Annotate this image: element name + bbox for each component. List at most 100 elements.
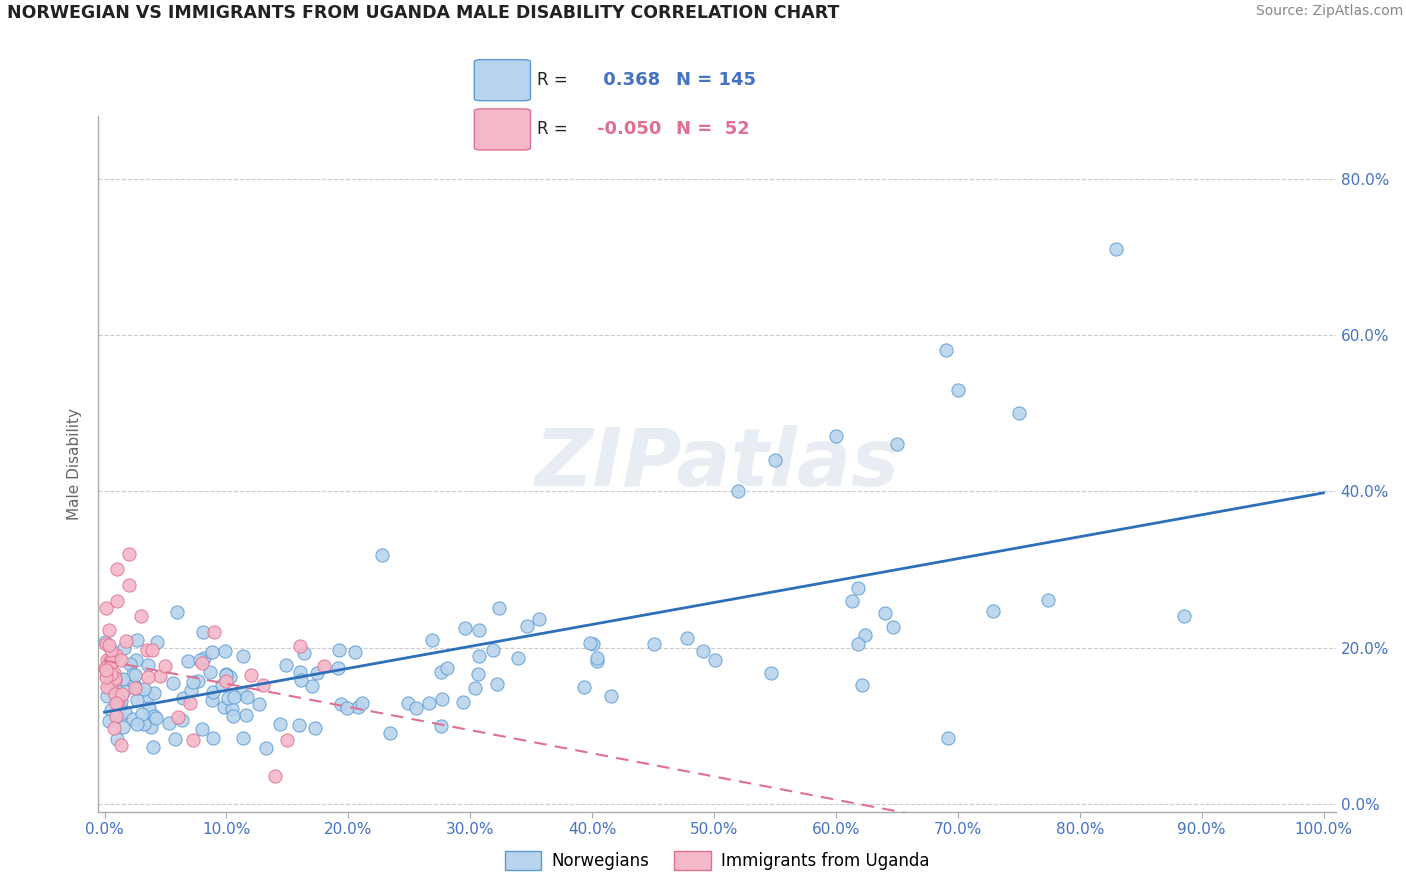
Point — [527, 612, 550, 626]
Point — [346, 699, 368, 714]
Point — [136, 690, 159, 704]
Point — [124, 681, 146, 695]
Point — [124, 668, 146, 682]
Text: R =: R = — [537, 71, 568, 89]
Point — [104, 678, 127, 692]
Point — [370, 548, 392, 562]
Point — [191, 723, 214, 737]
Point — [380, 726, 402, 740]
Point — [103, 721, 125, 735]
Point — [882, 620, 904, 634]
Point — [1105, 242, 1128, 256]
Point — [94, 634, 117, 648]
Point — [288, 640, 311, 654]
Point — [488, 601, 510, 615]
Point — [122, 666, 145, 681]
Point — [232, 648, 254, 663]
Text: R =: R = — [537, 120, 568, 138]
Point — [201, 693, 224, 707]
Point — [252, 678, 274, 692]
Point — [100, 671, 122, 685]
FancyBboxPatch shape — [474, 109, 530, 150]
Point — [288, 717, 311, 731]
Point — [96, 680, 118, 694]
Point — [1008, 406, 1031, 420]
Point — [98, 679, 121, 693]
Point — [873, 606, 896, 620]
Point — [93, 661, 115, 675]
Point — [453, 695, 475, 709]
Point — [155, 658, 177, 673]
Point — [105, 708, 128, 723]
Point — [142, 686, 165, 700]
Point — [215, 673, 238, 688]
Point — [430, 719, 453, 733]
Point — [136, 643, 159, 657]
Point — [214, 666, 236, 681]
Point — [118, 578, 141, 592]
Point — [846, 637, 869, 651]
Point — [239, 668, 262, 682]
Point — [212, 699, 235, 714]
Point — [231, 685, 253, 699]
Point — [232, 731, 254, 746]
Point — [482, 642, 505, 657]
Point — [467, 667, 489, 681]
Point — [468, 624, 491, 638]
Point — [454, 621, 477, 635]
Point — [676, 631, 699, 645]
Point — [112, 720, 135, 734]
Point — [396, 696, 419, 710]
Point — [301, 679, 323, 693]
Point — [94, 636, 117, 650]
Point — [187, 673, 209, 688]
Point — [221, 702, 243, 716]
Point — [436, 660, 458, 674]
Point — [420, 632, 443, 647]
Point — [138, 713, 160, 727]
Point — [162, 675, 184, 690]
Point — [125, 653, 148, 667]
Point — [129, 609, 152, 624]
Point — [125, 633, 148, 648]
Point — [330, 697, 353, 711]
Point — [97, 714, 120, 728]
Point — [125, 681, 148, 695]
Point — [727, 484, 749, 499]
Point — [97, 656, 120, 670]
Point — [292, 647, 315, 661]
Point — [188, 653, 211, 667]
Point — [692, 644, 714, 658]
Point — [96, 653, 118, 667]
Point — [183, 675, 205, 690]
Point — [134, 717, 156, 731]
Point — [114, 705, 136, 719]
Y-axis label: Male Disability: Male Disability — [67, 408, 83, 520]
Point — [247, 697, 270, 711]
Point — [485, 677, 508, 691]
Point — [177, 654, 200, 668]
Point — [110, 687, 132, 701]
Point — [104, 648, 127, 662]
Point — [172, 690, 194, 705]
Point — [97, 623, 120, 637]
Point — [110, 673, 132, 688]
Point — [165, 732, 187, 747]
Point — [103, 666, 125, 681]
Point — [108, 708, 131, 723]
Point — [100, 653, 122, 667]
Point — [467, 648, 489, 663]
Point — [191, 657, 214, 671]
Point — [304, 721, 326, 735]
Point — [112, 673, 135, 687]
Point — [172, 713, 194, 727]
Point — [114, 634, 136, 648]
Point — [235, 690, 257, 704]
Point — [586, 654, 609, 668]
Point — [138, 701, 160, 715]
Point — [105, 562, 128, 576]
Point — [141, 642, 163, 657]
Point — [1173, 609, 1195, 624]
Point — [643, 637, 665, 651]
Point — [104, 687, 127, 701]
